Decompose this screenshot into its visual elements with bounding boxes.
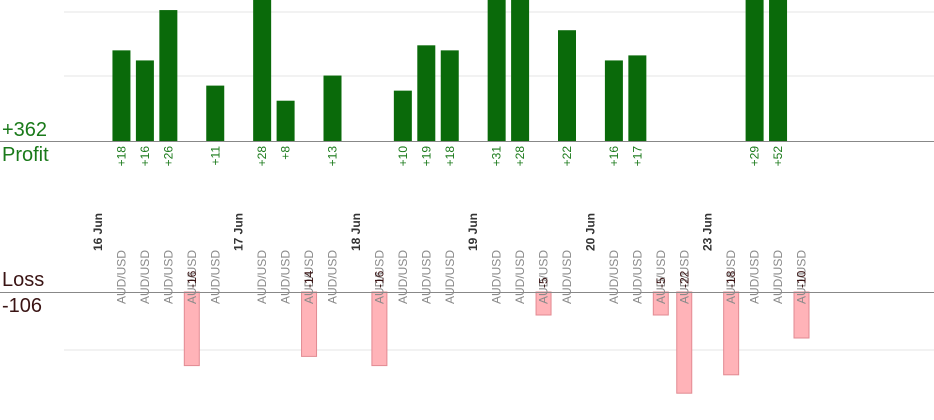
profit-value-label: +10 (396, 146, 410, 167)
profit-bar (112, 50, 131, 141)
profit-value-label: +28 (513, 146, 527, 167)
loss-value-label: -16 (372, 270, 386, 288)
pair-label: AUD/USD (161, 250, 175, 304)
loss-bar (676, 291, 693, 394)
profit-total: +362 (2, 119, 48, 141)
date-label: 16 Jun (91, 213, 105, 251)
loss-total: -106 (2, 295, 43, 317)
pair-label: AUD/USD (419, 250, 433, 304)
profit-bar (253, 0, 272, 141)
profit-value-label: +22 (560, 146, 574, 167)
pair-label: AUD/USD (396, 250, 410, 304)
pair-label: AUD/USD (724, 250, 738, 304)
date-label: 18 Jun (349, 213, 363, 251)
profit-value-label: +29 (748, 146, 762, 167)
profit-bar (558, 30, 576, 141)
date-label: 17 Jun (232, 213, 246, 251)
profit-bar (745, 0, 764, 141)
profit-bar (628, 55, 647, 142)
profit-bar (604, 60, 623, 141)
date-label: 23 Jun (701, 213, 715, 251)
labels: 16 Jun AUD/USD +18 AUD/USD +16 AUD/USD +26 AUD/… (91, 146, 809, 304)
loss-value-label: -10 (795, 270, 809, 288)
profit-bar (135, 60, 154, 141)
loss-value-label: -5 (654, 277, 668, 288)
pair-label: AUD/USD (560, 250, 574, 304)
profit-value-label: +26 (161, 146, 175, 167)
loss-value-label: -5 (537, 277, 551, 288)
pair-label: AUD/USD (208, 250, 222, 304)
loss-value-label: -22 (677, 270, 691, 288)
profit-value-label: +8 (279, 146, 293, 160)
profit-bar (159, 10, 178, 142)
profit-value-label: +19 (419, 146, 433, 167)
pair-label: AUD/USD (185, 250, 199, 304)
profit-bar (511, 0, 530, 141)
profit-bar (417, 45, 436, 142)
pair-label: AUD/USD (748, 250, 762, 304)
pair-label: AUD/USD (677, 250, 691, 304)
profit-value-label: +28 (255, 146, 269, 167)
profit-value-label: +52 (771, 146, 785, 167)
profit-value-label: +18 (114, 146, 128, 167)
axes (0, 141, 934, 293)
profit-value-label: +16 (138, 146, 152, 167)
pair-label: AUD/USD (114, 250, 128, 304)
profit-value-label: +11 (208, 146, 222, 166)
profit-value-label: +18 (443, 146, 457, 167)
pair-label: AUD/USD (138, 250, 152, 304)
pair-label: AUD/USD (795, 250, 809, 304)
pair-label: AUD/USD (302, 250, 316, 304)
profit-bar (769, 0, 788, 141)
pair-label: AUD/USD (654, 250, 668, 304)
pair-label: AUD/USD (326, 250, 340, 304)
loss-value-label: -18 (724, 270, 738, 288)
loss-title: Loss (2, 269, 45, 291)
profit-value-label: +16 (607, 146, 621, 167)
profit-bar (393, 90, 412, 141)
profit-value-label: +13 (326, 146, 340, 167)
pair-label: AUD/USD (630, 250, 644, 304)
profit-value-label: +17 (630, 146, 644, 167)
date-label: 19 Jun (466, 213, 480, 251)
date-label: 20 Jun (583, 213, 597, 251)
profit-bar (276, 100, 295, 141)
profit-bar (487, 0, 506, 141)
pair-label: AUD/USD (443, 250, 457, 304)
profit-value-label: +31 (490, 146, 504, 167)
profit-bar (440, 50, 459, 141)
pair-label: AUD/USD (513, 250, 527, 304)
profit-bar (206, 85, 225, 141)
profit-title: Profit (2, 144, 49, 166)
loss-value-label: -16 (185, 270, 199, 288)
pair-label: AUD/USD (372, 250, 386, 304)
pair-label: AUD/USD (771, 250, 785, 304)
loss-value-label: -14 (302, 270, 316, 288)
profit-bar (323, 75, 342, 141)
bars (112, 0, 810, 394)
pair-label: AUD/USD (279, 250, 293, 304)
pair-label: AUD/USD (255, 250, 269, 304)
pair-label: AUD/USD (490, 250, 504, 304)
pair-label: AUD/USD (537, 250, 551, 304)
pair-label: AUD/USD (607, 250, 621, 304)
